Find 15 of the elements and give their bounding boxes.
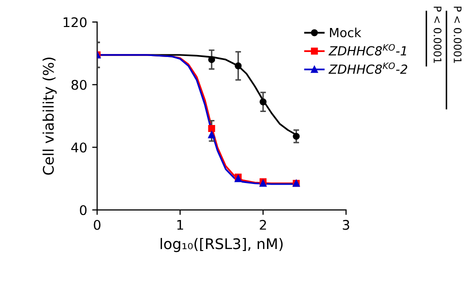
x-tick-label: 1 xyxy=(177,220,184,230)
y-tick-label: 0 xyxy=(80,205,87,216)
x-tick-label: 2 xyxy=(260,220,266,230)
text: P < 0.0001 xyxy=(434,6,442,63)
x-tick-label: 0 xyxy=(94,220,100,230)
y-tick-label: 120 xyxy=(64,17,87,28)
text: P < 0.0001 xyxy=(454,6,462,63)
x-axis-title: log₁₀([RSL3], nM) xyxy=(160,238,283,252)
legend-label: ZDHHC8$^{KO}$-2 xyxy=(328,62,408,74)
y-tick-label: 40 xyxy=(71,142,87,152)
legend-label: ZDHHC8$^{KO}$-1 xyxy=(328,44,406,56)
y-axis-title: Cell viability (%) xyxy=(42,58,57,175)
x-tick-label: 3 xyxy=(342,220,350,230)
y-tick-label: 80 xyxy=(72,80,87,90)
legend-label: Mock xyxy=(330,28,362,38)
